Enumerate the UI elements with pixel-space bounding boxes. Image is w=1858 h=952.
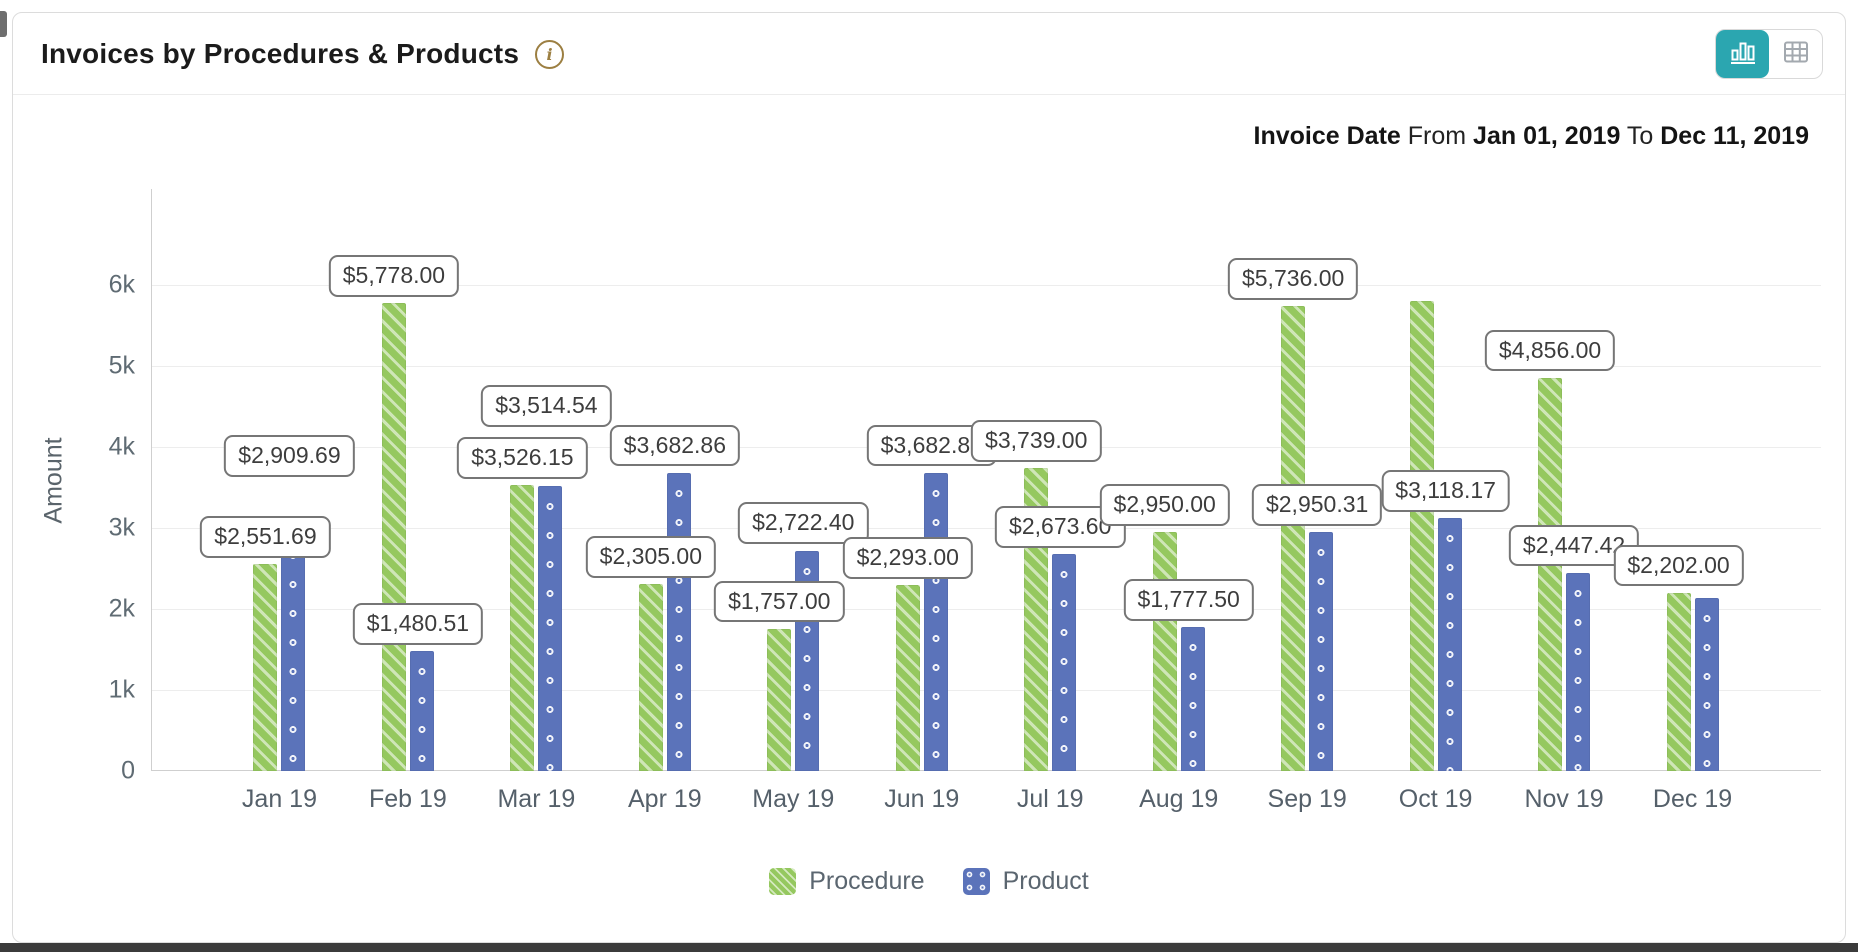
legend-swatch-procedure	[769, 868, 797, 895]
legend-item-procedure[interactable]: Procedure	[769, 867, 925, 896]
data-label: $3,514.54	[481, 385, 612, 427]
product-bar[interactable]	[1309, 532, 1334, 771]
x-axis-label: Jan 19	[241, 785, 317, 813]
data-label: $2,909.69	[224, 435, 355, 477]
y-axis-title: Amount	[39, 436, 68, 524]
procedure-bar[interactable]	[767, 628, 792, 771]
procedure-bar[interactable]	[1409, 301, 1434, 771]
x-axis-label: Jul 19	[1016, 785, 1084, 813]
data-label: $3,118.17	[1381, 470, 1510, 513]
data-label: $2,673.60	[995, 506, 1126, 549]
data-label: $2,551.69	[200, 516, 331, 558]
x-axis-label: Aug 19	[1139, 785, 1219, 813]
data-label: $3,739.00	[971, 420, 1102, 462]
y-axis-line	[151, 189, 152, 771]
product-bar[interactable]	[281, 535, 306, 771]
product-bar[interactable]	[1566, 572, 1591, 771]
from-date: Jan 01, 2019	[1473, 122, 1621, 150]
data-label: $1,480.51	[352, 603, 484, 645]
legend-swatch-product	[962, 868, 990, 895]
y-tick-label: 1k	[108, 675, 135, 704]
data-label: $3,526.15	[457, 437, 588, 479]
chart-canvas: Amount 0 1k 2k 3k 4k 5k 6k Jan 19 $2,551.69 $2,90…	[40, 189, 1821, 813]
x-axis-label: Jun 19	[884, 785, 960, 813]
info-icon[interactable]: i	[535, 40, 565, 69]
table-icon	[1782, 38, 1810, 69]
data-label: $2,950.31	[1251, 484, 1383, 526]
data-label: $2,950.00	[1099, 484, 1230, 526]
x-axis-label: May 19	[752, 785, 835, 813]
data-label: $5,778.00	[328, 254, 460, 297]
card-header: Invoices by Procedures & Products i	[13, 13, 1845, 95]
invoice-date-range: Invoice Date From Jan 01, 2019 To Dec 11…	[1254, 122, 1809, 151]
x-axis-label: Oct 19	[1398, 785, 1473, 813]
gridline	[152, 366, 1821, 367]
product-bar[interactable]	[1180, 627, 1205, 771]
procedure-bar[interactable]	[253, 564, 278, 771]
legend-label: Procedure	[809, 867, 925, 895]
procedure-bar[interactable]	[510, 485, 535, 771]
bar-chart-icon	[1729, 38, 1757, 69]
procedure-bar[interactable]	[1152, 532, 1177, 771]
invoice-date-label: Invoice Date	[1253, 122, 1401, 150]
chart-legend: Procedure Product	[13, 867, 1845, 896]
product-bar[interactable]	[666, 472, 691, 771]
x-axis-label: Mar 19	[497, 785, 576, 813]
y-tick-label: 6k	[108, 270, 135, 299]
y-tick-label: 5k	[108, 351, 135, 380]
data-label: $3,682.86	[609, 424, 741, 467]
gridline	[152, 285, 1821, 286]
product-bar[interactable]	[538, 486, 563, 771]
gridline	[152, 690, 1821, 691]
data-label: $2,722.40	[738, 502, 869, 545]
x-axis-label: Feb 19	[369, 785, 447, 813]
to-word: To	[1626, 122, 1654, 150]
y-tick-label: 0	[121, 756, 135, 785]
from-word: From	[1407, 122, 1467, 150]
procedure-bar[interactable]	[1666, 592, 1691, 771]
procedure-bar[interactable]	[1538, 377, 1563, 771]
chart-view-button[interactable]	[1716, 29, 1769, 78]
page-title: Invoices by Procedures & Products	[41, 37, 520, 69]
to-date: Dec 11, 2019	[1660, 122, 1809, 150]
data-label: $4,856.00	[1484, 329, 1616, 372]
data-label: $2,293.00	[842, 537, 973, 579]
product-bar[interactable]	[923, 472, 948, 771]
data-label: $5,736.00	[1227, 258, 1359, 300]
product-bar[interactable]	[1052, 554, 1077, 771]
procedure-bar[interactable]	[895, 585, 920, 771]
invoices-chart-card: Invoices by Procedures & Products i	[12, 12, 1846, 943]
procedure-bar[interactable]	[1281, 306, 1306, 771]
data-label: $2,305.00	[585, 536, 717, 578]
data-label: $1,757.00	[714, 580, 845, 623]
x-axis-line	[151, 770, 1821, 771]
table-view-button[interactable]	[1769, 30, 1822, 78]
gridline	[152, 609, 1821, 610]
legend-item-product[interactable]: Product	[962, 867, 1089, 896]
product-bar[interactable]	[1437, 518, 1462, 771]
procedure-bar[interactable]	[638, 584, 663, 771]
x-axis-label: Sep 19	[1267, 785, 1347, 813]
y-tick-label: 3k	[108, 513, 135, 542]
view-toggle	[1715, 28, 1823, 79]
data-label: $2,202.00	[1613, 544, 1744, 587]
x-axis-label: Nov 19	[1524, 785, 1604, 813]
procedure-bar[interactable]	[381, 302, 406, 771]
legend-label: Product	[1002, 867, 1089, 895]
gridline	[152, 528, 1821, 529]
plot-area: 0 1k 2k 3k 4k 5k 6k Jan 19 $2,551.69 $2,909.69 Feb…	[109, 189, 1821, 813]
x-axis-label: Dec 19	[1652, 785, 1733, 813]
x-axis-label: Apr 19	[628, 785, 702, 813]
bottom-edge-bar	[0, 943, 1858, 952]
product-bar[interactable]	[1694, 598, 1719, 771]
data-label: $1,777.50	[1123, 579, 1254, 621]
y-tick-label: 2k	[108, 594, 135, 623]
y-tick-label: 4k	[108, 432, 135, 461]
clipped-edge-fragment	[0, 11, 7, 37]
product-bar[interactable]	[409, 651, 434, 771]
